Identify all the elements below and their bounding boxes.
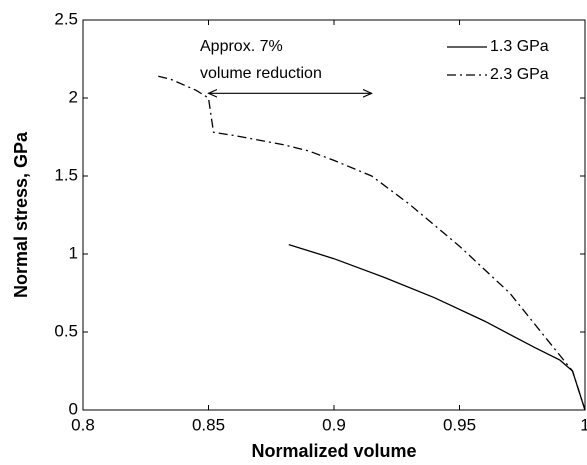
x-tick-label: 0.95 [443,415,476,434]
y-tick-label: 0 [69,399,78,418]
y-tick-label: 1.5 [54,165,78,184]
legend-label: 2.3 GPa [490,66,549,83]
y-tick-label: 0.5 [54,321,78,340]
y-tick-label: 1 [69,243,78,262]
annotation-text: Approx. 7% [200,38,283,55]
series-line [158,75,586,411]
x-axis-label: Normalized volume [251,441,416,461]
series-line [288,243,586,411]
x-tick-label: 1 [580,415,587,434]
x-tick-label: 0.9 [322,415,346,434]
y-tick-label: 2 [69,87,78,106]
annotation-text: volume reduction [200,65,322,82]
x-tick-label: 0.85 [192,415,225,434]
y-axis-label: Normal stress, GPa [11,131,31,298]
x-tick-label: 0.8 [71,415,95,434]
legend-label: 1.3 GPa [490,38,549,55]
y-tick-label: 2.5 [54,9,78,28]
